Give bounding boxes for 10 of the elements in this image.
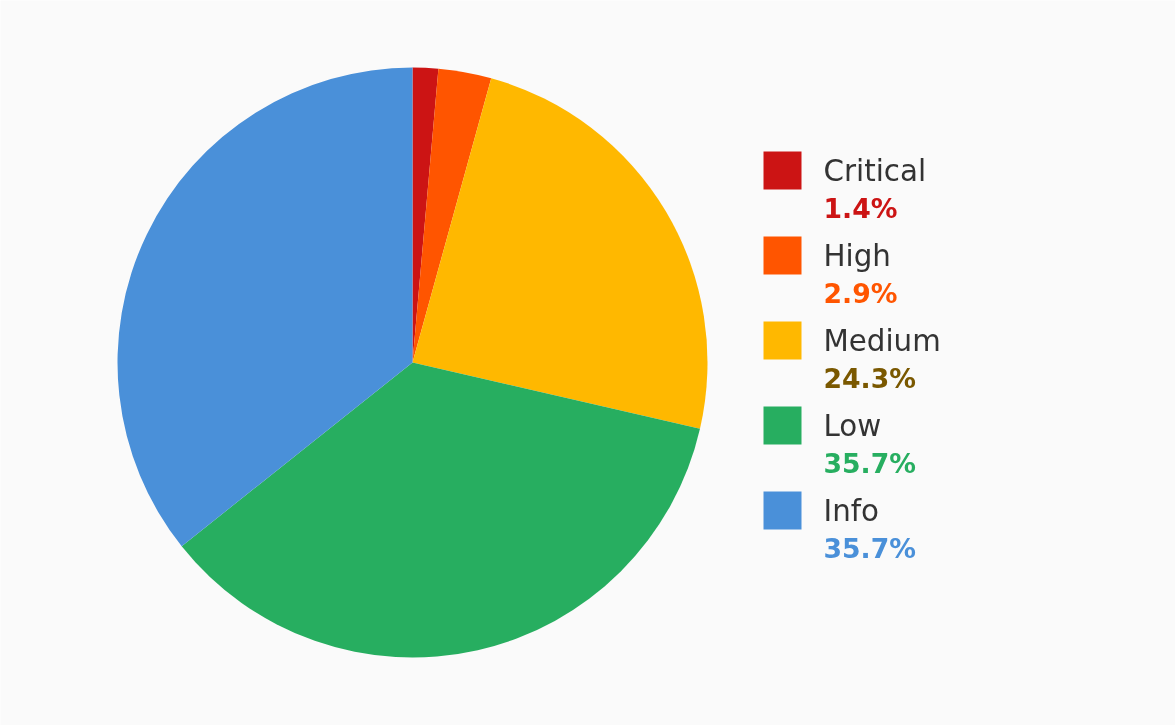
data-label: 35.7% <box>823 448 916 479</box>
legend-label: Info <box>823 493 880 528</box>
data-label: 24.3% <box>823 363 916 394</box>
legend-label: Medium <box>823 323 941 358</box>
data-label: 35.7% <box>823 533 916 564</box>
data-label: 1.4% <box>823 193 898 224</box>
legend-label: Critical <box>823 153 927 188</box>
legend-label: Low <box>823 408 882 443</box>
data-label: 2.9% <box>823 278 898 309</box>
legend-label: High <box>823 238 891 273</box>
